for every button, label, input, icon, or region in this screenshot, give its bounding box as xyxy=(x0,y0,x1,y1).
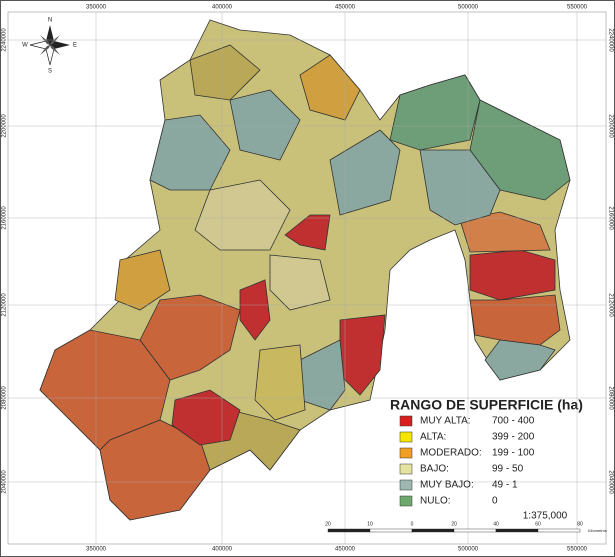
coord-label: 400000 xyxy=(212,5,233,11)
scale-bar-unit: Kilometros xyxy=(588,528,607,533)
legend-swatch xyxy=(399,479,413,491)
scale-bar-segment xyxy=(537,528,581,533)
coord-label: 2040000 xyxy=(2,470,8,494)
legend-label: MODERADO: xyxy=(420,448,482,459)
legend-swatch xyxy=(399,495,413,507)
coord-label: 2200000 xyxy=(2,114,8,138)
scale-bar-label: 60 xyxy=(535,521,541,527)
scale-bar-segment xyxy=(369,528,413,533)
legend-box xyxy=(382,392,604,532)
compass-n: N xyxy=(48,18,52,24)
coord-label: 550000 xyxy=(567,5,588,11)
legend-range: 0 xyxy=(492,496,498,507)
legend-range: 199 - 100 xyxy=(492,448,535,459)
coord-label: 2040000 xyxy=(607,470,613,494)
legend-title: RANGO DE SUPERFICIE (ha) xyxy=(390,397,583,413)
scale-bar-segment xyxy=(495,528,539,533)
legend-swatch xyxy=(399,415,413,427)
coord-label: 500000 xyxy=(458,5,479,11)
scale-bar-label: 80 xyxy=(577,521,583,527)
scale-bar-label: 40 xyxy=(493,521,499,527)
scale-bar-segment xyxy=(411,528,455,533)
scale-bar-label: 0 xyxy=(411,521,414,527)
coord-label: 2240000 xyxy=(2,28,8,52)
compass-w: W xyxy=(22,43,28,49)
scale-bar-segment xyxy=(327,528,371,533)
coord-label: 2240000 xyxy=(607,28,613,52)
compass-e: E xyxy=(73,43,77,49)
legend-label: MUY BAJO: xyxy=(420,480,474,491)
coord-label: 2160000 xyxy=(607,206,613,230)
coord-label: 550000 xyxy=(567,547,588,553)
coord-label: 350000 xyxy=(86,5,107,11)
coord-label: 2080000 xyxy=(2,386,8,410)
coord-label: 2120000 xyxy=(607,293,613,317)
legend-label: BAJO: xyxy=(420,464,449,475)
legend-swatch xyxy=(399,431,413,443)
coord-label: 400000 xyxy=(212,547,233,553)
legend-label: ALTA: xyxy=(420,432,446,443)
coord-label: 350000 xyxy=(86,547,107,553)
coord-label: 2120000 xyxy=(2,293,8,317)
legend-range: 700 - 400 xyxy=(492,416,535,427)
scale-bar-segment xyxy=(453,528,497,533)
coord-label: 500000 xyxy=(458,547,479,553)
legend-range: 99 - 50 xyxy=(492,464,524,475)
coord-label: 2160000 xyxy=(2,206,8,230)
coord-label: 450000 xyxy=(335,5,356,11)
coord-label: 450000 xyxy=(335,547,356,553)
scale-text: 1:375,000 xyxy=(523,511,568,522)
legend-range: 399 - 200 xyxy=(492,432,535,443)
compass-s: S xyxy=(48,69,52,75)
scale-bar-label: 20 xyxy=(451,521,457,527)
legend-label: NULO: xyxy=(420,496,451,507)
legend-range: 49 - 1 xyxy=(492,480,518,491)
coord-label: 2200000 xyxy=(607,114,613,138)
scale-bar-label: 20 xyxy=(325,521,331,527)
legend-swatch xyxy=(399,447,413,459)
municipalities xyxy=(39,19,571,521)
legend-swatch xyxy=(399,463,413,475)
legend-label: MUY ALTA: xyxy=(420,416,471,427)
map-frame xyxy=(7,11,607,545)
coord-label: 2080000 xyxy=(607,386,613,410)
scale-bar-label: 10 xyxy=(367,521,373,527)
